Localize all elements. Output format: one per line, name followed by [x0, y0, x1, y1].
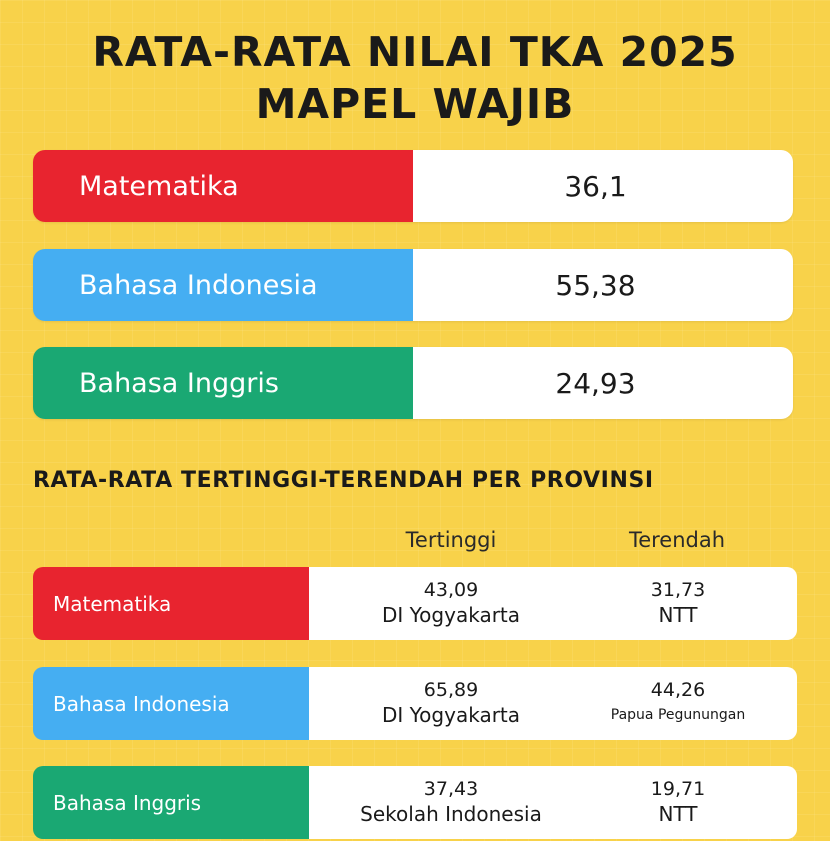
- province-values: 65,89 DI Yogyakarta 44,26 Papua Pegunung…: [309, 667, 797, 740]
- highest-score: 37,43: [423, 778, 479, 800]
- average-score: 24,93: [413, 347, 793, 419]
- lowest-score: 31,73: [650, 579, 706, 601]
- province-row-matematika: Matematika 43,09 DI Yogyakarta 31,73 NTT: [33, 567, 797, 640]
- province-row-bahasa-indonesia: Bahasa Indonesia 65,89 DI Yogyakarta 44,…: [33, 667, 797, 740]
- lowest-score: 19,71: [650, 778, 706, 800]
- lowest-score: 44,26: [650, 679, 706, 701]
- average-score: 55,38: [413, 249, 793, 321]
- province-values: 37,43 Sekolah Indonesia 19,71 NTT: [309, 766, 797, 839]
- province-values: 43,09 DI Yogyakarta 31,73 NTT: [309, 567, 797, 640]
- lowest-province: Papua Pegunungan: [610, 707, 746, 723]
- highest-cell: 37,43 Sekolah Indonesia: [309, 766, 593, 839]
- average-row-bahasa-inggris: Bahasa Inggris 24,93: [33, 347, 793, 419]
- subject-label: Bahasa Inggris: [33, 766, 309, 839]
- highest-province: Sekolah Indonesia: [360, 802, 542, 826]
- section-heading-provinsi: RATA-RATA TERTINGGI-TERENDAH PER PROVINS…: [33, 468, 654, 493]
- province-row-bahasa-inggris: Bahasa Inggris 37,43 Sekolah Indonesia 1…: [33, 766, 797, 839]
- subject-label: Matematika: [33, 567, 309, 640]
- lowest-cell: 19,71 NTT: [593, 766, 763, 839]
- highest-province: DI Yogyakarta: [381, 703, 521, 727]
- average-row-bahasa-indonesia: Bahasa Indonesia 55,38: [33, 249, 793, 321]
- subject-label: Matematika: [33, 150, 413, 222]
- subject-label: Bahasa Indonesia: [33, 667, 309, 740]
- highest-cell: 43,09 DI Yogyakarta: [309, 567, 593, 640]
- lowest-province: NTT: [658, 802, 698, 826]
- page-title-line-1: RATA-RATA NILAI TKA 2025: [92, 28, 738, 76]
- column-header-tertinggi: Tertinggi: [405, 528, 497, 552]
- lowest-cell: 44,26 Papua Pegunungan: [593, 667, 763, 740]
- subject-label: Bahasa Inggris: [33, 347, 413, 419]
- highest-score: 43,09: [423, 579, 479, 601]
- column-header-terendah: Terendah: [628, 528, 726, 552]
- highest-cell: 65,89 DI Yogyakarta: [309, 667, 593, 740]
- subject-label: Bahasa Indonesia: [33, 249, 413, 321]
- average-score: 36,1: [413, 150, 793, 222]
- highest-province: DI Yogyakarta: [381, 603, 521, 627]
- highest-score: 65,89: [423, 679, 479, 701]
- average-row-matematika: Matematika 36,1: [33, 150, 793, 222]
- page-title-line-2: MAPEL WAJIB: [255, 80, 575, 128]
- lowest-province: NTT: [658, 603, 698, 627]
- lowest-cell: 31,73 NTT: [593, 567, 763, 640]
